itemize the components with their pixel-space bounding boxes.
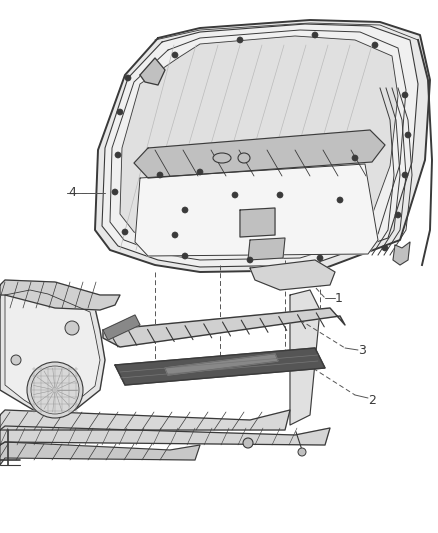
Circle shape [11, 355, 21, 365]
Circle shape [182, 253, 188, 259]
Circle shape [182, 207, 188, 213]
Circle shape [277, 192, 283, 198]
Polygon shape [248, 238, 285, 260]
Circle shape [117, 109, 123, 115]
Circle shape [372, 42, 378, 48]
Circle shape [402, 172, 408, 178]
Polygon shape [0, 410, 290, 430]
Circle shape [197, 169, 203, 175]
Circle shape [395, 212, 401, 218]
Circle shape [237, 37, 243, 43]
Ellipse shape [213, 153, 231, 163]
Circle shape [405, 132, 411, 138]
Text: 2: 2 [368, 393, 376, 407]
Ellipse shape [238, 153, 250, 163]
Circle shape [337, 197, 343, 203]
Text: 4: 4 [68, 187, 76, 199]
Circle shape [115, 152, 121, 158]
Polygon shape [290, 290, 320, 425]
Polygon shape [115, 348, 325, 385]
Circle shape [27, 362, 83, 418]
Circle shape [382, 245, 388, 251]
Polygon shape [103, 308, 345, 347]
Polygon shape [393, 242, 410, 265]
Polygon shape [102, 24, 418, 267]
Polygon shape [0, 285, 105, 415]
Circle shape [232, 192, 238, 198]
Polygon shape [165, 354, 278, 375]
Circle shape [243, 438, 253, 448]
Polygon shape [5, 290, 100, 410]
Polygon shape [240, 208, 275, 237]
Circle shape [112, 189, 118, 195]
Circle shape [157, 172, 163, 178]
Polygon shape [250, 260, 335, 290]
Circle shape [298, 448, 306, 456]
Circle shape [352, 155, 358, 161]
Polygon shape [103, 315, 140, 340]
Polygon shape [135, 164, 378, 256]
Polygon shape [134, 130, 385, 178]
Polygon shape [0, 280, 120, 310]
Polygon shape [0, 426, 330, 445]
Text: 3: 3 [358, 343, 366, 357]
Circle shape [312, 32, 318, 38]
Circle shape [402, 92, 408, 98]
Polygon shape [120, 36, 398, 252]
Polygon shape [140, 58, 165, 85]
Text: 1: 1 [335, 292, 343, 304]
Circle shape [122, 229, 128, 235]
Circle shape [125, 75, 131, 81]
Polygon shape [0, 442, 200, 465]
Circle shape [172, 52, 178, 58]
Circle shape [247, 257, 253, 263]
Circle shape [172, 232, 178, 238]
Polygon shape [95, 20, 430, 272]
Circle shape [317, 255, 323, 261]
Circle shape [65, 321, 79, 335]
